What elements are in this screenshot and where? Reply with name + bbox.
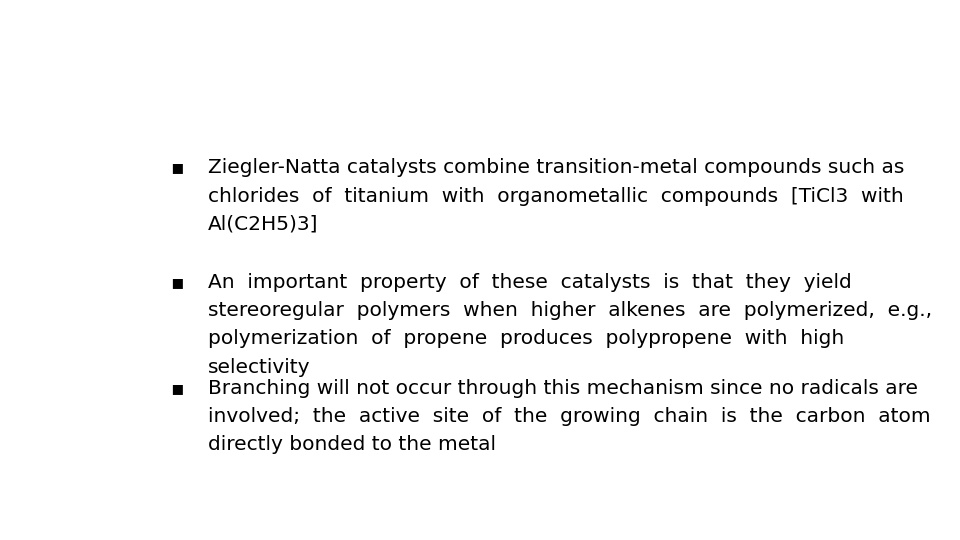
Text: Ziegler-Natta catalysts combine transition-metal compounds such as: Ziegler-Natta catalysts combine transiti… xyxy=(207,158,904,177)
Text: involved;  the  active  site  of  the  growing  chain  is  the  carbon  atom: involved; the active site of the growing… xyxy=(207,407,930,426)
Text: ▪: ▪ xyxy=(171,273,184,292)
Text: stereoregular  polymers  when  higher  alkenes  are  polymerized,  e.g.,: stereoregular polymers when higher alken… xyxy=(207,301,932,320)
Text: ▪: ▪ xyxy=(171,379,184,398)
Text: Branching will not occur through this mechanism since no radicals are: Branching will not occur through this me… xyxy=(207,379,918,398)
Text: selectivity: selectivity xyxy=(207,357,310,376)
Text: polymerization  of  propene  produces  polypropene  with  high: polymerization of propene produces polyp… xyxy=(207,329,844,348)
Text: ▪: ▪ xyxy=(171,158,184,177)
Text: Al(C2H5)3]: Al(C2H5)3] xyxy=(207,215,319,234)
Text: directly bonded to the metal: directly bonded to the metal xyxy=(207,435,495,454)
Text: An  important  property  of  these  catalysts  is  that  they  yield: An important property of these catalysts… xyxy=(207,273,852,292)
Text: chlorides  of  titanium  with  organometallic  compounds  [TiCl3  with: chlorides of titanium with organometalli… xyxy=(207,187,903,206)
